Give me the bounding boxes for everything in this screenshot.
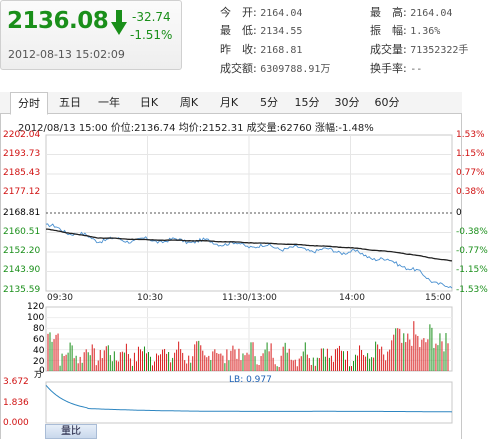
volume-ratio-line [45, 384, 453, 413]
price-axis-label: 2160.51 [3, 227, 41, 237]
current-price: 2136.08 [7, 8, 109, 34]
low-stat: 最 低: 2134.55 [220, 22, 302, 38]
high-stat: 最 高: 2164.04 [370, 4, 452, 20]
tab-intraday[interactable]: 分时 [10, 92, 48, 115]
price-axis-label: 2135.59 [3, 285, 41, 295]
period-tabs: 分时 五日 一年 日K 周K 月K 5分 15分 30分 60分 [0, 92, 462, 115]
prev-close-label: 昨 收: [220, 43, 257, 56]
price-axis-label: 2185.43 [3, 168, 41, 178]
prev-close-value: 2168.81 [260, 45, 303, 56]
high-value: 2164.04 [410, 8, 453, 19]
price-axis-label: 2152.20 [3, 246, 41, 256]
tab-monthly-k[interactable]: 月K [219, 96, 239, 109]
tab-1-year[interactable]: 一年 [98, 96, 120, 109]
quote-summary: 2136.08 -32.74 -1.51% 2012-08-13 15:02:0… [0, 0, 182, 70]
quote-timestamp: 2012-08-13 15:02:09 [8, 48, 125, 61]
amplitude-value: 1.36% [410, 26, 441, 37]
turnover-rate-stat: 换手率: -- [370, 60, 422, 76]
chart-panel [0, 114, 462, 439]
tab-15-min[interactable]: 15分 [294, 96, 320, 109]
time-axis-label: 14:00 [339, 293, 365, 303]
time-axis-label: 09:30 [47, 293, 73, 303]
time-axis-label: 11:30/13:00 [222, 293, 277, 303]
ratio-axis-unit: 万 [34, 370, 42, 379]
volume-ratio-tab[interactable]: 量比 [45, 424, 97, 439]
percent-axis-label: 0 [456, 208, 462, 218]
ratio-axis-label: 1.836 [3, 398, 29, 408]
cursor-status-line: 2012/08/13 15:00 价位:2136.74 均价:2152.31 成… [18, 123, 374, 134]
volume-value: 71352322手 [410, 45, 469, 56]
volume-axis-label: 60 [33, 335, 45, 345]
price-axis-label: 2143.90 [3, 265, 41, 275]
percent-axis-label: -1.53% [456, 285, 488, 295]
tab-5-min[interactable]: 5分 [260, 96, 278, 109]
turnover-stat: 成交额: 6309788.91万 [220, 60, 330, 76]
low-label: 最 低: [220, 24, 257, 37]
volume-ratio-readout: LB: 0.977 [229, 375, 272, 385]
price-axis-label: 2168.81 [3, 208, 41, 218]
price-axis-label: 2202.04 [3, 130, 41, 140]
volume-axis-label: 100 [27, 313, 45, 323]
open-label: 今 开: [220, 6, 257, 19]
turnover-rate-value: -- [410, 64, 423, 75]
ratio-axis-label: 3.672 [3, 377, 29, 387]
price-change-percent: -1.51% [130, 28, 173, 42]
ratio-axis-label: 0.000 [3, 418, 29, 428]
turnover-value: 6309788.91万 [260, 64, 331, 75]
volume-axis-label: 120 [27, 302, 45, 312]
high-label: 最 高: [370, 6, 407, 19]
volume-axis-label: 20 [33, 357, 45, 367]
turnover-label: 成交额: [220, 62, 257, 75]
time-axis-label: 15:00 [425, 293, 451, 303]
open-stat: 今 开: 2164.04 [220, 4, 302, 20]
time-axis-label: 10:30 [137, 293, 163, 303]
volume-axis-label: 40 [33, 346, 45, 356]
percent-axis-label: -0.77% [456, 246, 488, 256]
prev-close-stat: 昨 收: 2168.81 [220, 41, 302, 57]
tab-60-min[interactable]: 60分 [374, 96, 400, 109]
price-axis-label: 2193.73 [3, 149, 41, 159]
turnover-rate-label: 换手率: [370, 62, 407, 75]
percent-axis-label: 0.38% [456, 187, 485, 197]
volume-stat: 成交量: 71352322手 [370, 41, 468, 57]
amplitude-label: 振 幅: [370, 24, 407, 37]
percent-axis-label: 1.15% [456, 149, 485, 159]
average-price-line [46, 228, 453, 262]
price-change: -32.74 [132, 10, 171, 24]
tab-daily-k[interactable]: 日K [139, 96, 159, 109]
down-arrow-icon [111, 10, 127, 35]
ratio-plot-frame [45, 381, 453, 424]
percent-axis-label: -1.15% [456, 265, 488, 275]
volume-axis-label: 80 [33, 324, 45, 334]
open-value: 2164.04 [260, 8, 303, 19]
low-value: 2134.55 [260, 26, 303, 37]
price-axis-label: 2177.12 [3, 187, 41, 197]
percent-axis-label: 0.77% [456, 168, 485, 178]
tab-weekly-k[interactable]: 周K [179, 96, 199, 109]
amplitude-stat: 振 幅: 1.36% [370, 22, 440, 38]
volume-label: 成交量: [370, 43, 407, 56]
percent-axis-label: 1.53% [456, 130, 485, 140]
percent-axis-label: -0.38% [456, 227, 488, 237]
volume-axis-label: 0 [39, 366, 45, 376]
tab-5-day[interactable]: 五日 [59, 96, 81, 109]
tab-30-min[interactable]: 30分 [334, 96, 360, 109]
